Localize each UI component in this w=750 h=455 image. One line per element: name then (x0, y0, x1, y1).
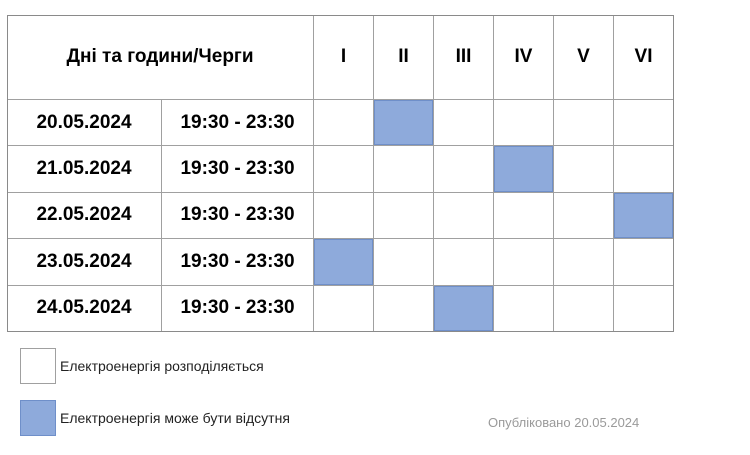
outage-cell (374, 100, 434, 147)
power-cell (554, 146, 614, 193)
power-cell (494, 285, 554, 332)
queue-header: IV (494, 15, 554, 100)
date-cell: 23.05.2024 (7, 239, 162, 286)
outage-cell (434, 285, 494, 332)
queue-header: III (434, 15, 494, 100)
power-cell (494, 100, 554, 147)
queue-header: V (554, 15, 614, 100)
power-cell (314, 146, 374, 193)
queue-header: II (374, 15, 434, 100)
power-cell (554, 192, 614, 240)
power-cell (434, 192, 494, 240)
time-cell: 19:30 - 23:30 (162, 192, 314, 240)
power-cell (314, 100, 374, 147)
outage-cell (494, 146, 554, 193)
time-cell: 19:30 - 23:30 (162, 285, 314, 332)
legend-label: Електроенергія може бути відсутня (60, 410, 290, 426)
queue-header: VI (614, 15, 674, 100)
power-cell (494, 192, 554, 240)
legend-label: Електроенергія розподіляється (60, 358, 264, 374)
power-cell (374, 192, 434, 240)
time-cell: 19:30 - 23:30 (162, 100, 314, 147)
outage-cell (314, 239, 374, 286)
date-cell: 20.05.2024 (7, 100, 162, 147)
header-label: Дні та години/Черги (7, 15, 314, 100)
power-cell (434, 100, 494, 147)
power-cell (614, 285, 674, 332)
published-note: Опубліковано 20.05.2024 (488, 415, 640, 430)
legend-swatch (20, 348, 56, 384)
power-cell (374, 239, 434, 286)
power-cell (434, 239, 494, 286)
power-cell (554, 239, 614, 286)
power-cell (314, 192, 374, 240)
power-cell (554, 285, 614, 332)
date-cell: 24.05.2024 (7, 285, 162, 332)
power-cell (314, 285, 374, 332)
power-cell (554, 100, 614, 147)
power-cell (614, 146, 674, 193)
date-cell: 21.05.2024 (7, 146, 162, 193)
power-cell (434, 146, 494, 193)
time-cell: 19:30 - 23:30 (162, 146, 314, 193)
outage-cell (614, 192, 674, 240)
power-cell (494, 239, 554, 286)
queue-header: I (314, 15, 374, 100)
legend-swatch (20, 400, 56, 436)
power-cell (374, 285, 434, 332)
date-cell: 22.05.2024 (7, 192, 162, 240)
time-cell: 19:30 - 23:30 (162, 239, 314, 286)
power-cell (374, 146, 434, 193)
power-cell (614, 100, 674, 147)
power-cell (614, 239, 674, 286)
